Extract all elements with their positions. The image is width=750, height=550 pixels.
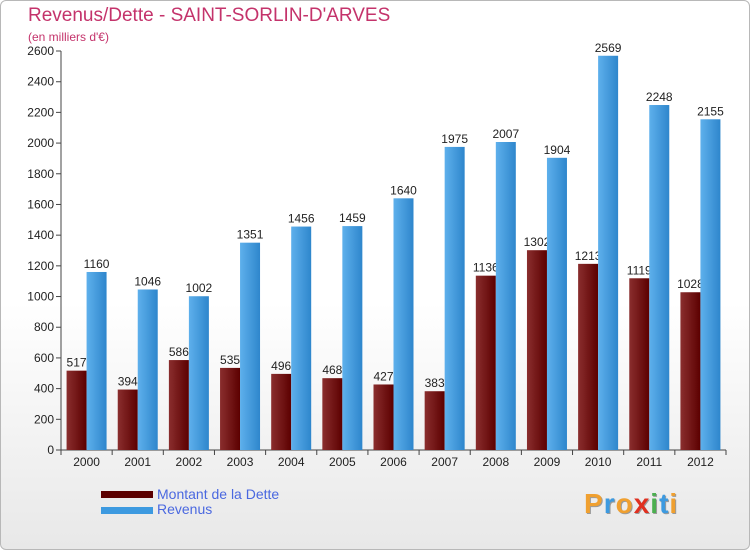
- debt-value-label: 383: [425, 376, 445, 390]
- x-tick-label: 2012: [687, 455, 714, 469]
- x-tick-label: 2009: [534, 455, 561, 469]
- revenue-value-label: 2248: [646, 90, 673, 104]
- debt-value-label: 517: [67, 356, 87, 370]
- revenue-bar: [86, 271, 107, 450]
- x-tick-label: 2006: [380, 455, 407, 469]
- revenue-bar: [137, 289, 158, 450]
- y-tick-label: 2400: [27, 75, 54, 89]
- revenue-bar: [700, 119, 721, 451]
- x-tick-label: 2000: [73, 455, 100, 469]
- revenue-value-label: 1640: [390, 183, 417, 197]
- x-tick-label: 2004: [278, 455, 305, 469]
- debt-bar: [373, 384, 394, 450]
- x-tick-label: 2005: [329, 455, 356, 469]
- brand-letter: t: [659, 488, 670, 519]
- y-tick-label: 1000: [27, 290, 54, 304]
- x-tick-label: 2011: [636, 455, 662, 469]
- brand-letter: o: [615, 488, 634, 519]
- revenue-value-label: 2569: [595, 41, 622, 55]
- debt-bar: [66, 370, 87, 450]
- y-tick-label: 2600: [27, 44, 54, 58]
- legend-label-revenue: Revenus: [157, 501, 213, 517]
- revenue-value-label: 1046: [134, 274, 161, 288]
- legend-swatch-debt: [101, 491, 153, 498]
- debt-bar: [220, 367, 241, 450]
- debt-bar: [322, 378, 343, 450]
- revenue-bar: [291, 226, 312, 450]
- y-tick-label: 1800: [27, 167, 54, 181]
- debt-value-label: 1136: [473, 261, 499, 275]
- revenue-bar: [342, 226, 363, 450]
- debt-bar: [526, 250, 547, 450]
- y-tick-label: 1200: [27, 259, 54, 273]
- revenue-value-label: 2007: [492, 127, 519, 141]
- debt-value-label: 1213: [575, 249, 602, 263]
- revenue-bar: [188, 296, 209, 450]
- x-tick-label: 2007: [431, 455, 458, 469]
- x-tick-label: 2002: [176, 455, 203, 469]
- debt-bar: [629, 278, 650, 450]
- revenue-value-label: 1904: [544, 143, 571, 157]
- debt-value-label: 427: [373, 369, 393, 383]
- revenue-bar: [649, 105, 670, 450]
- y-tick-label: 2000: [27, 136, 54, 150]
- debt-value-label: 496: [271, 359, 291, 373]
- x-tick-label: 2008: [482, 455, 509, 469]
- debt-value-label: 586: [169, 345, 189, 359]
- y-tick-label: 600: [34, 351, 54, 365]
- x-tick-label: 2003: [227, 455, 254, 469]
- revenue-value-label: 1459: [339, 211, 366, 225]
- debt-bar: [117, 389, 138, 450]
- revenue-bar: [393, 198, 414, 450]
- debt-bar: [424, 391, 445, 450]
- revenue-value-label: 1975: [441, 132, 468, 146]
- debt-bar: [475, 275, 496, 450]
- debt-value-label: 1028: [677, 277, 704, 291]
- debt-bar: [168, 360, 189, 450]
- y-tick-label: 200: [34, 412, 54, 426]
- revenue-value-label: 1351: [237, 228, 264, 242]
- revenue-value-label: 2155: [697, 104, 724, 118]
- debt-bar: [680, 292, 701, 450]
- x-tick-label: 2001: [124, 455, 151, 469]
- revenue-bar: [240, 242, 261, 450]
- x-tick-label: 2010: [585, 455, 612, 469]
- brand-letter: i: [650, 488, 660, 519]
- brand-letter: i: [669, 488, 679, 519]
- chart-title: Revenus/Dette - SAINT-SORLIN-D'ARVES: [28, 5, 391, 26]
- revenue-value-label: 1456: [288, 212, 315, 226]
- debt-value-label: 394: [118, 375, 138, 389]
- debt-bar: [578, 263, 599, 450]
- y-tick-label: 2200: [27, 105, 54, 119]
- debt-value-label: 1302: [524, 235, 551, 249]
- revenue-bar: [546, 157, 567, 450]
- legend-label-debt: Montant de la Dette: [157, 486, 280, 502]
- chart-subtitle: (en milliers d'€): [28, 30, 109, 44]
- revenue-bar: [444, 146, 465, 451]
- revenue-bar: [495, 142, 516, 450]
- brand-letter: P: [584, 488, 604, 519]
- debt-value-label: 535: [220, 353, 240, 367]
- y-tick-label: 1400: [27, 228, 54, 242]
- y-tick-label: 800: [34, 320, 54, 334]
- debt-value-label: 1119: [627, 263, 652, 277]
- debt-value-label: 468: [322, 363, 342, 377]
- legend-swatch-revenue: [101, 507, 153, 514]
- brand-letter: x: [633, 488, 651, 519]
- y-tick-label: 0: [47, 443, 54, 457]
- revenue-value-label: 1002: [186, 281, 213, 295]
- y-tick-label: 1600: [27, 197, 54, 211]
- revenue-value-label: 1160: [84, 257, 110, 271]
- brand-letter: r: [603, 488, 616, 519]
- y-tick-label: 400: [34, 382, 54, 396]
- brand-logo: Proxiti: [584, 488, 678, 520]
- revenue-bar: [598, 55, 619, 450]
- debt-bar: [271, 373, 292, 450]
